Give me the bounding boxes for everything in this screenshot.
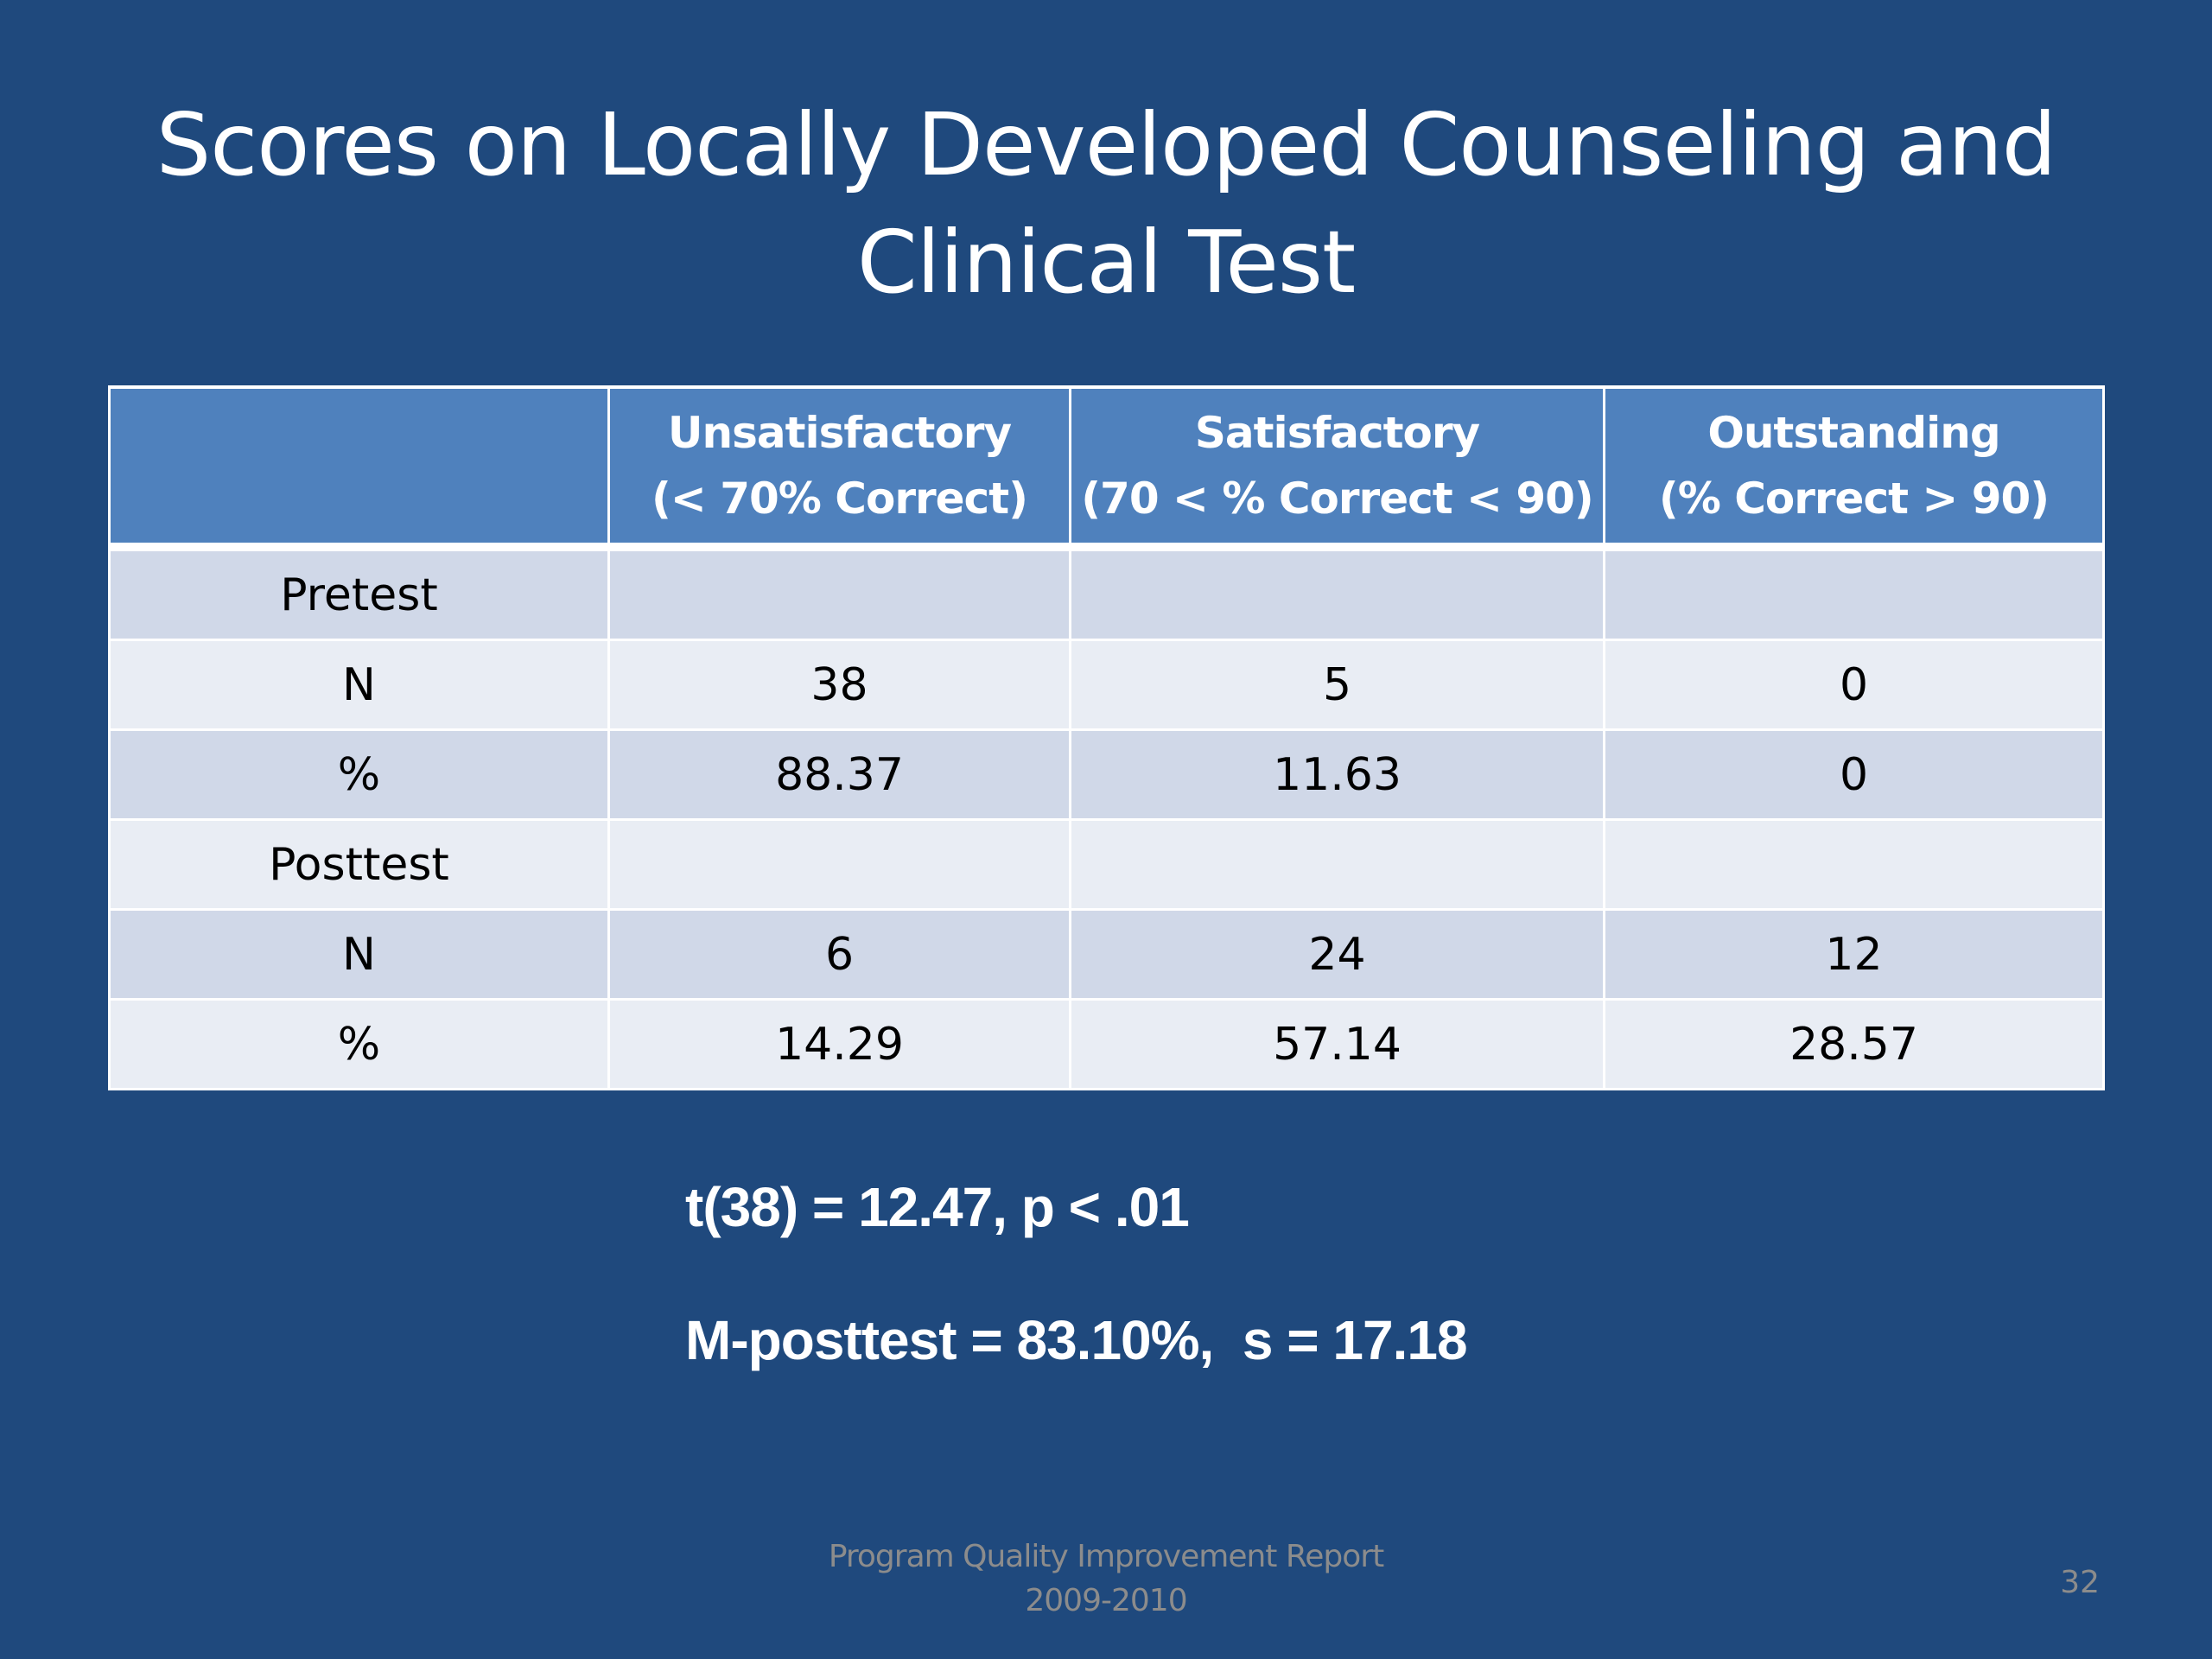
table-row-pretest-n: N 38 5 0 (108, 639, 2105, 731)
cell-unsatisfactory (607, 545, 1071, 641)
cell-outstanding: 12 (1603, 908, 2105, 1001)
header-label: Unsatisfactory (667, 408, 1012, 458)
header-cell-unsatisfactory: Unsatisfactory (< 70% Correct) (607, 385, 1071, 551)
header-range: (% Correct > 90) (1658, 474, 2050, 524)
posttest-mean-result: M-posttest = 83.10%, s = 17.18 (685, 1309, 1468, 1371)
header-label: Outstanding (1707, 408, 2000, 458)
row-label: Posttest (108, 818, 610, 911)
cell-outstanding: 0 (1603, 728, 2105, 821)
statistics-block: t(38) = 12.47, p < .01 M-posttest = 83.1… (685, 1171, 1468, 1437)
header-cell-satisfactory: Satisfactory (70 < % Correct < 90) (1069, 385, 1605, 551)
slide-title: Scores on Locally Developed Counseling a… (0, 86, 2212, 321)
slide-page-number: 32 (2060, 1565, 2100, 1600)
cell-unsatisfactory (607, 818, 1071, 911)
header-range: (70 < % Correct < 90) (1081, 474, 1594, 524)
cell-outstanding (1603, 818, 2105, 911)
t-test-result: t(38) = 12.47, p < .01 (685, 1176, 1190, 1238)
cell-satisfactory: 11.63 (1069, 728, 1605, 821)
table-row-pretest-percent: % 88.37 11.63 0 (108, 728, 2105, 821)
scores-table-container: Unsatisfactory (< 70% Correct) Satisfact… (108, 385, 2105, 1090)
table-row-posttest-percent: % 14.29 57.14 28.57 (108, 998, 2105, 1090)
cell-satisfactory: 57.14 (1069, 998, 1605, 1090)
scores-table: Unsatisfactory (< 70% Correct) Satisfact… (108, 385, 2105, 1090)
header-cell-outstanding: Outstanding (% Correct > 90) (1603, 385, 2105, 551)
slide-title-line-1: Scores on Locally Developed Counseling a… (156, 94, 2056, 195)
cell-outstanding: 0 (1603, 639, 2105, 731)
cell-satisfactory (1069, 545, 1605, 641)
header-cell-blank (108, 385, 610, 551)
header-range: (< 70% Correct) (652, 474, 1028, 524)
cell-outstanding: 28.57 (1603, 998, 2105, 1090)
cell-outstanding (1603, 545, 2105, 641)
cell-unsatisfactory: 38 (607, 639, 1071, 731)
slide-title-line-2: Clinical Test (856, 212, 1356, 313)
footer-report-name: Program Quality Improvement Report (828, 1539, 1384, 1574)
table-row-posttest: Posttest (108, 818, 2105, 911)
row-label: % (108, 998, 610, 1090)
cell-unsatisfactory: 88.37 (607, 728, 1071, 821)
table-row-pretest: Pretest (108, 545, 2105, 641)
row-label: N (108, 908, 610, 1001)
header-label: Satisfactory (1194, 408, 1480, 458)
row-label: Pretest (108, 545, 610, 641)
cell-satisfactory: 24 (1069, 908, 1605, 1001)
cell-satisfactory: 5 (1069, 639, 1605, 731)
table-row-posttest-n: N 6 24 12 (108, 908, 2105, 1001)
slide-footer: Program Quality Improvement Report 2009-… (0, 1535, 2212, 1623)
row-label: % (108, 728, 610, 821)
cell-unsatisfactory: 6 (607, 908, 1071, 1001)
table-header-row: Unsatisfactory (< 70% Correct) Satisfact… (108, 385, 2105, 551)
footer-year-range: 2009-2010 (1025, 1583, 1187, 1618)
cell-unsatisfactory: 14.29 (607, 998, 1071, 1090)
row-label: N (108, 639, 610, 731)
cell-satisfactory (1069, 818, 1605, 911)
